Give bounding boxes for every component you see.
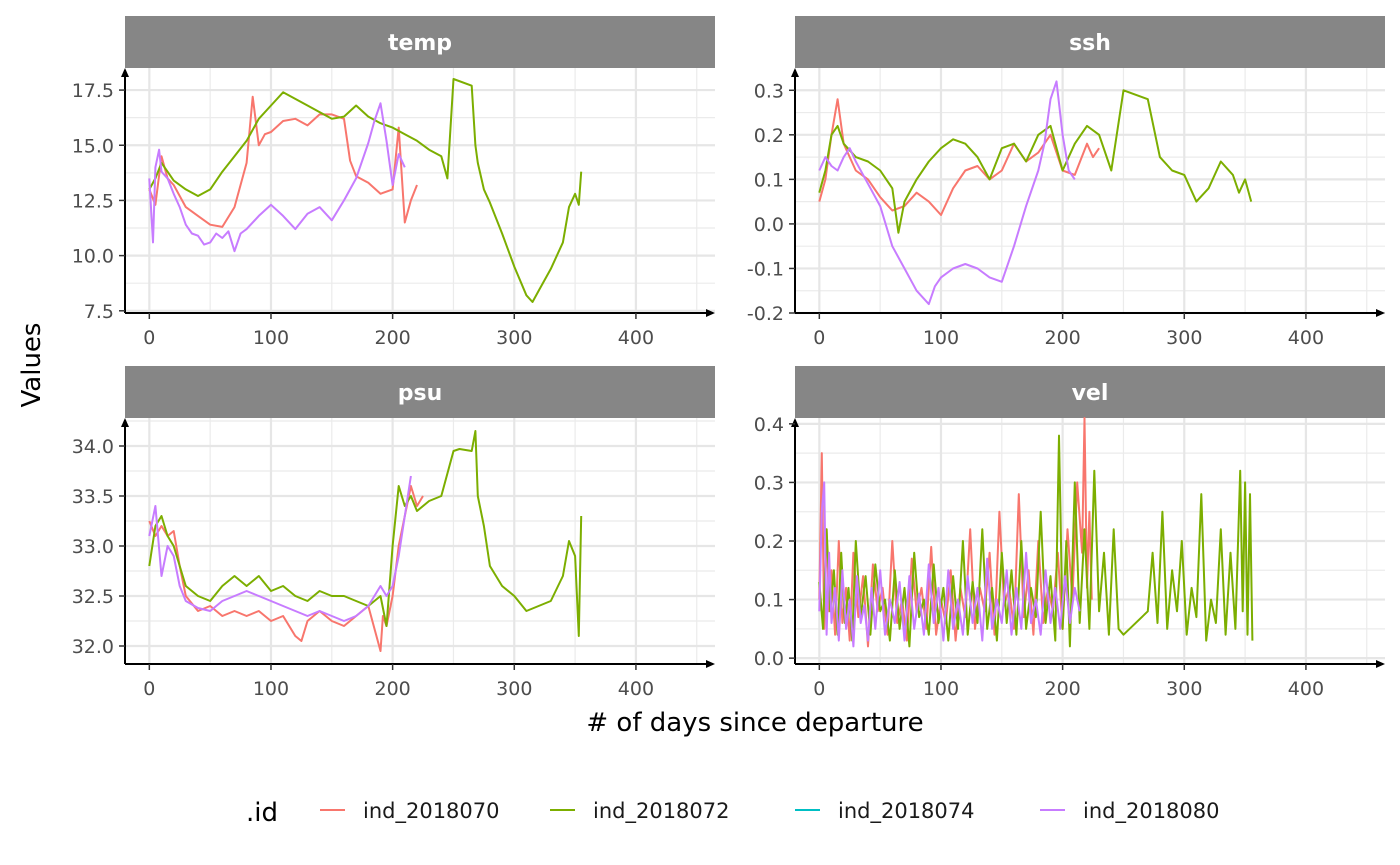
series-line-ind_2018070 — [148, 485, 424, 652]
y-tick-label: 32.0 — [72, 636, 114, 658]
panel-temp: temp 0 100 200 300 400 7.5 10.0 12.5 15.0 17.5 — [72, 16, 715, 349]
x-tick-label: 300 — [496, 327, 532, 349]
x-tick-label: 400 — [1288, 678, 1324, 700]
legend-label: ind_2018080 — [1083, 799, 1220, 824]
x-tick-label: 100 — [923, 327, 959, 349]
y-tick-label: 34.0 — [72, 436, 114, 458]
strip-label: psu — [398, 381, 443, 406]
x-tick-label: 0 — [813, 327, 825, 349]
strip-label: vel — [1072, 381, 1109, 406]
strip-background — [125, 366, 715, 418]
y-axis-arrow-icon — [121, 68, 129, 77]
x-tick-label: 300 — [1166, 678, 1202, 700]
x-tick-label: 100 — [253, 327, 289, 349]
y-tick-label: 0.3 — [754, 80, 784, 102]
x-tick-label: 400 — [1288, 327, 1324, 349]
y-tick-label: 10.0 — [72, 246, 114, 268]
y-axis-arrow-icon — [121, 418, 129, 427]
legend-item-ind_2018080: ind_2018080 — [1040, 799, 1220, 824]
y-tick-label: 7.5 — [84, 301, 114, 323]
x-tick-label: 300 — [496, 678, 532, 700]
y-tick-label: 0.0 — [754, 648, 784, 670]
legend-title: .id — [246, 798, 278, 828]
series-line-ind_2018080 — [818, 481, 1081, 648]
y-tick-label: 17.5 — [72, 80, 114, 102]
legend: .id ind_2018070 ind_2018072 ind_2018074 ind… — [246, 798, 1220, 828]
x-tick-label: 100 — [923, 678, 959, 700]
y-tick-label: 0.0 — [754, 214, 784, 236]
y-tick-label: 0.4 — [754, 414, 784, 436]
series-line-ind_2018080 — [818, 80, 1076, 306]
strip-background — [795, 16, 1385, 68]
y-tick-label: 0.3 — [754, 472, 784, 494]
x-axis-arrow-icon — [1376, 309, 1385, 317]
y-axis-title: Values — [17, 323, 47, 408]
x-axis-arrow-icon — [706, 309, 715, 317]
strip-background — [125, 16, 715, 68]
x-tick-label: 400 — [618, 678, 654, 700]
legend-label: ind_2018074 — [838, 799, 975, 824]
strip-background — [795, 366, 1385, 418]
x-tick-label: 300 — [1166, 327, 1202, 349]
y-tick-label: 0.2 — [754, 125, 784, 147]
y-tick-label: 33.0 — [72, 536, 114, 558]
panel-vel: vel 0 100 200 300 400 0.0 0.1 0.2 0.3 0.4 — [754, 366, 1385, 700]
series-line-ind_2018072 — [818, 89, 1253, 234]
panel-psu: psu 0 100 200 300 400 32.0 32.5 33.0 33.5 34.0 — [72, 366, 715, 700]
y-tick-label: 0.2 — [754, 531, 784, 553]
x-tick-label: 200 — [374, 327, 410, 349]
x-axis-arrow-icon — [1376, 660, 1385, 668]
series-line-ind_2018080 — [148, 475, 412, 622]
x-tick-label: 200 — [1044, 327, 1080, 349]
series-line-ind_2018070 — [148, 95, 418, 228]
x-tick-label: 0 — [143, 327, 155, 349]
y-axis-arrow-icon — [791, 68, 799, 77]
strip-label: ssh — [1069, 31, 1111, 56]
series-line-ind_2018070 — [818, 98, 1100, 216]
y-tick-label: -0.2 — [747, 303, 784, 325]
series-line-ind_2018072 — [148, 78, 583, 303]
x-tick-label: 0 — [143, 678, 155, 700]
y-tick-label: 15.0 — [72, 135, 114, 157]
x-axis-arrow-icon — [706, 660, 715, 668]
series-line-ind_2018072 — [818, 434, 1254, 648]
legend-item-ind_2018074: ind_2018074 — [795, 799, 975, 824]
legend-item-ind_2018072: ind_2018072 — [550, 799, 730, 824]
y-tick-label: 32.5 — [72, 586, 114, 608]
legend-item-ind_2018070: ind_2018070 — [320, 799, 500, 824]
y-axis-arrow-icon — [791, 418, 799, 427]
y-tick-label: 0.1 — [754, 169, 784, 191]
x-tick-label: 200 — [374, 678, 410, 700]
x-tick-label: 100 — [253, 678, 289, 700]
x-axis-title: # of days since departure — [586, 708, 923, 738]
panel-ssh: ssh 0 100 200 300 400 -0.2 -0.1 0.0 0.1 0.2 0.3 — [747, 16, 1385, 349]
y-tick-label: 12.5 — [72, 190, 114, 212]
series-line-ind_2018080 — [148, 102, 406, 253]
x-tick-label: 400 — [618, 327, 654, 349]
legend-label: ind_2018072 — [593, 799, 730, 824]
strip-label: temp — [388, 31, 452, 56]
legend-label: ind_2018070 — [363, 799, 500, 824]
x-tick-label: 200 — [1044, 678, 1080, 700]
x-tick-label: 0 — [813, 678, 825, 700]
y-tick-label: 33.5 — [72, 486, 114, 508]
panels-group: temp 0 100 200 300 400 7.5 10.0 12.5 15.0 17.5 ssh 0… — [72, 16, 1385, 700]
y-tick-label: -0.1 — [747, 258, 784, 280]
series-line-ind_2018072 — [148, 430, 583, 637]
y-tick-label: 0.1 — [754, 590, 784, 612]
